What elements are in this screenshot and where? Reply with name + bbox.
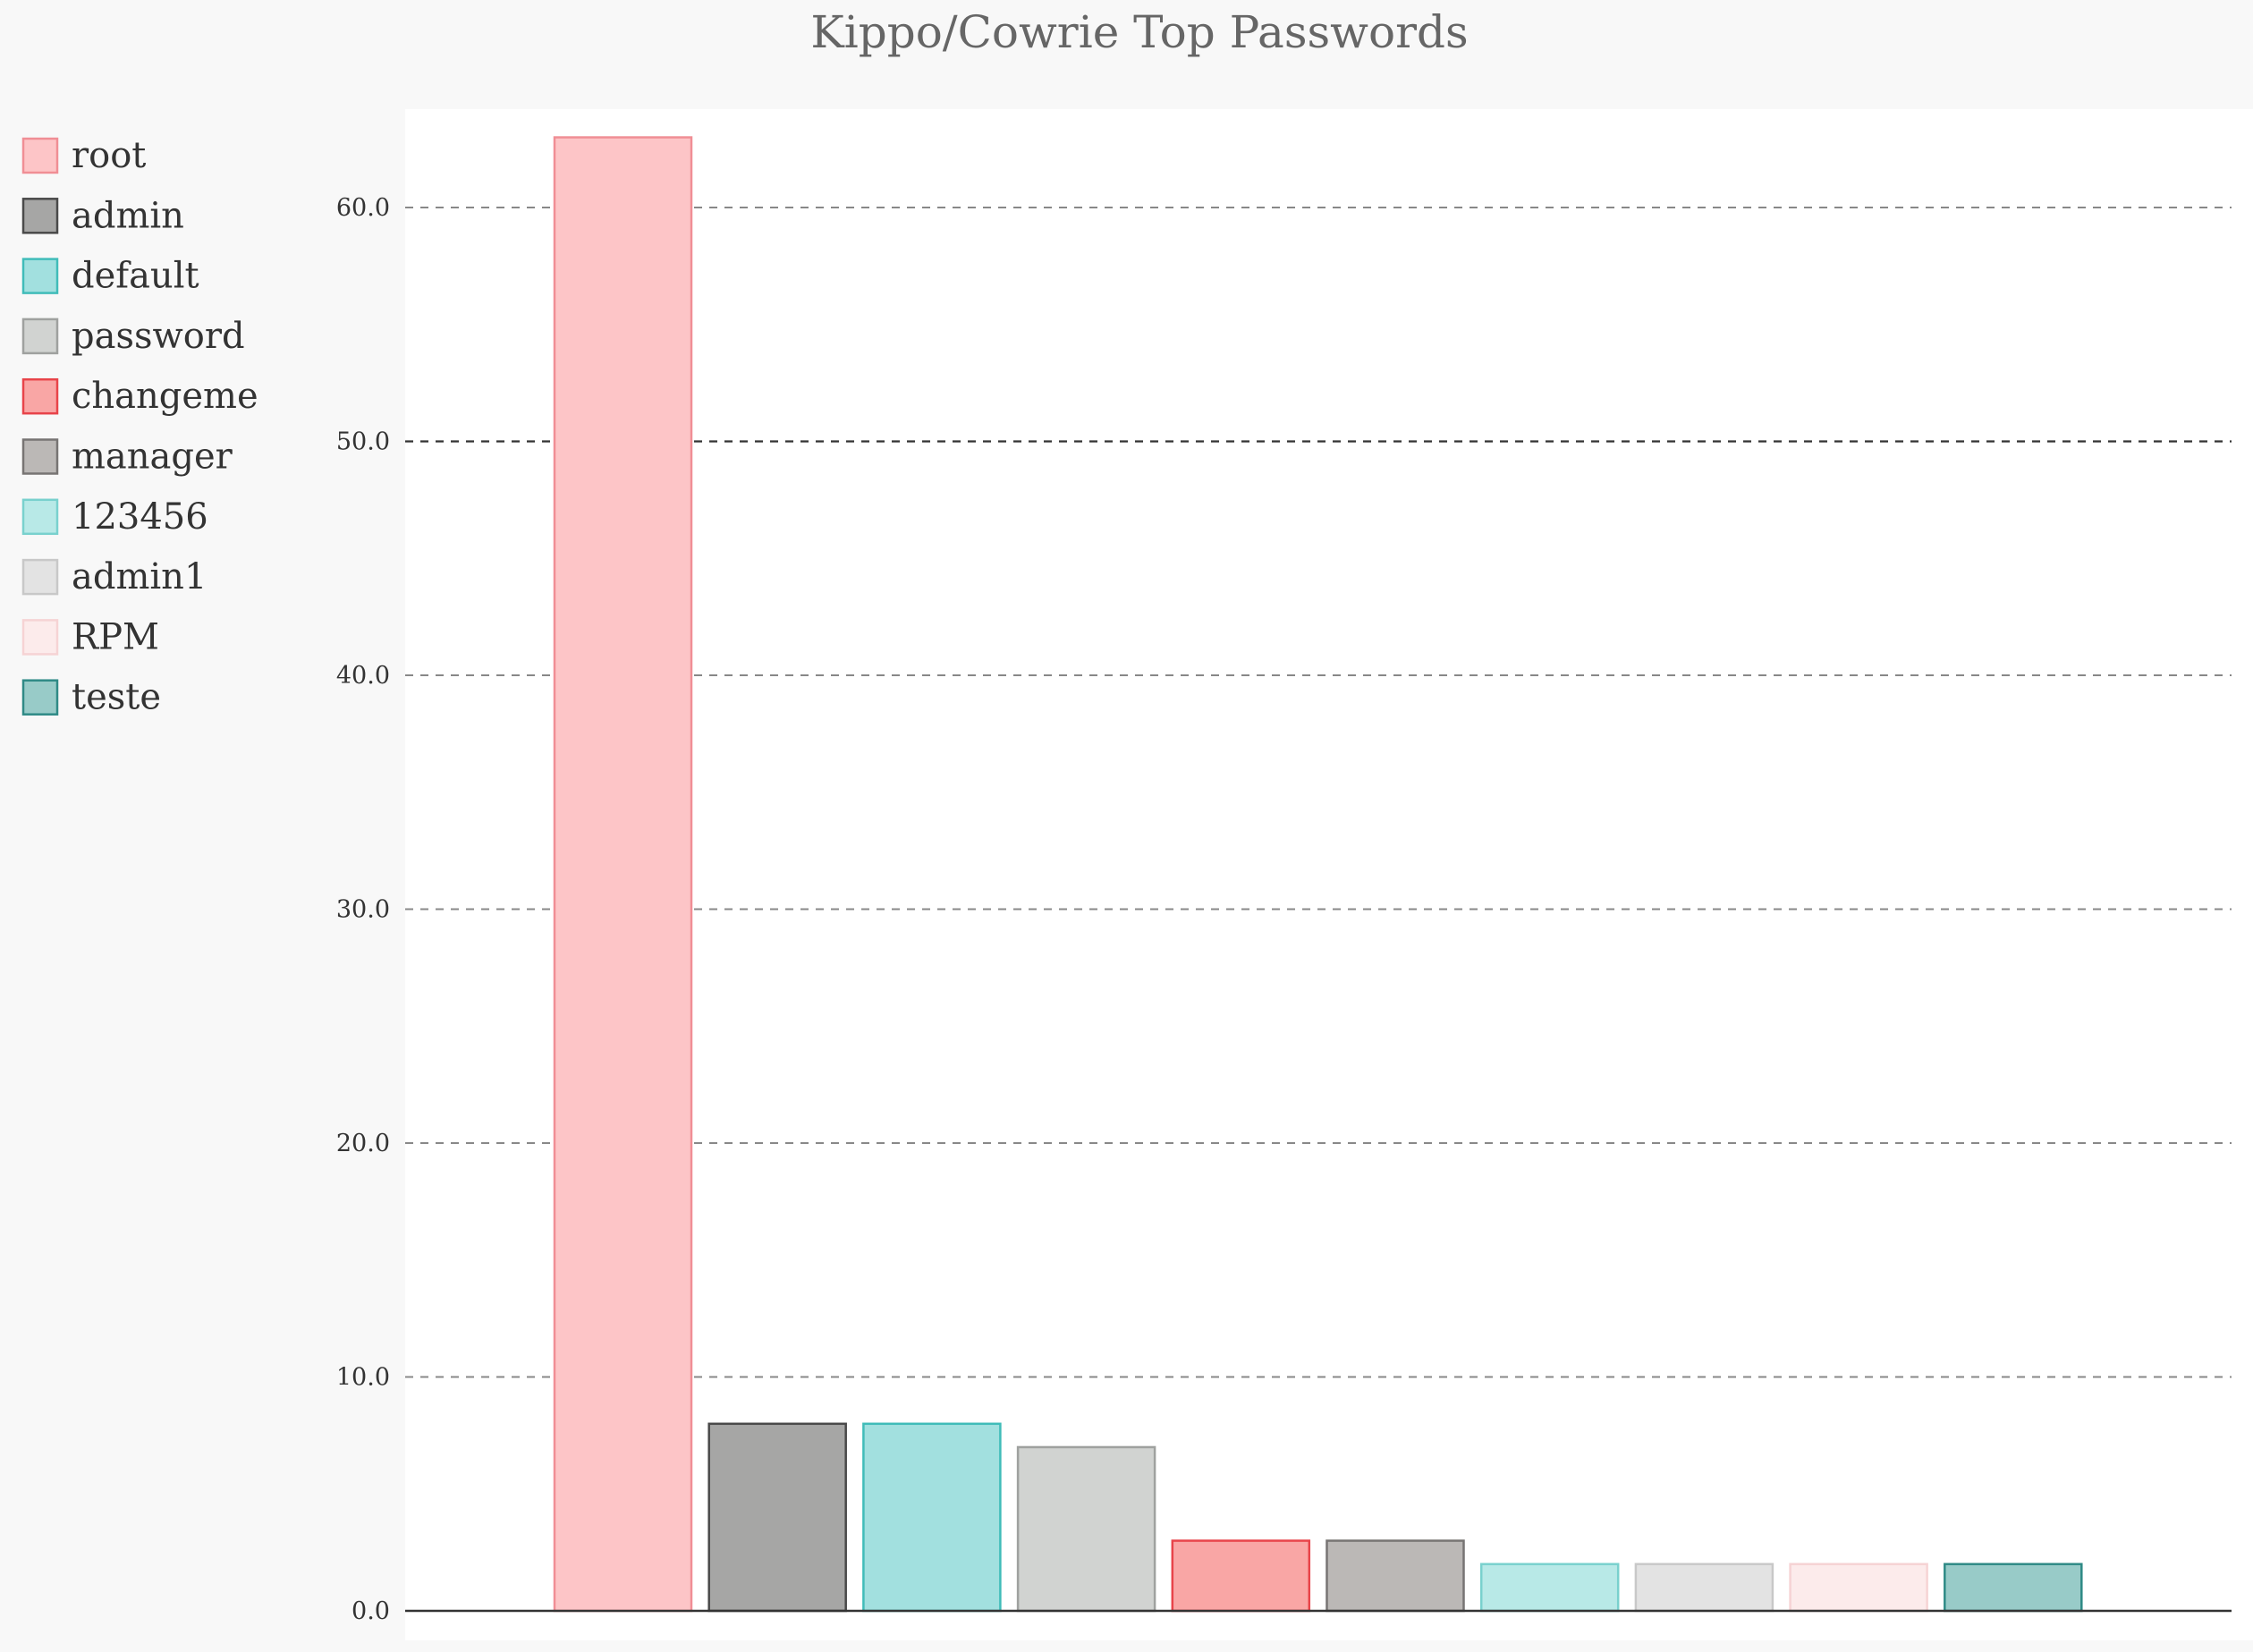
y-tick-label: 40.0 — [336, 662, 390, 690]
legend-label: RPM — [72, 616, 159, 657]
grid-lines — [405, 207, 2232, 1378]
legend-label: default — [72, 256, 199, 297]
bar-default[interactable] — [862, 1422, 1002, 1613]
legend-label: manager — [72, 436, 233, 478]
bar-admin[interactable] — [707, 1422, 847, 1613]
y-axis-ticks: 0.0 10.0 20.0 30.0 40.0 50.0 60.0 — [336, 194, 390, 1625]
bar-123456[interactable] — [1479, 1563, 1620, 1613]
legend-swatch — [21, 558, 59, 596]
bar-admin1[interactable] — [1634, 1563, 1774, 1613]
legend-label: admin1 — [72, 556, 207, 597]
legend-swatch — [21, 679, 59, 716]
legend-label: 123456 — [72, 496, 208, 538]
bars — [553, 136, 2083, 1613]
legend-item-manager[interactable]: manager — [21, 436, 233, 478]
bar-root[interactable] — [553, 136, 693, 1613]
legend-item-default[interactable]: default — [21, 256, 199, 297]
legend-item-password[interactable]: password — [21, 316, 245, 357]
legend-label: changeme — [72, 376, 258, 417]
y-tick-label: 50.0 — [336, 428, 390, 456]
legend-label: root — [72, 135, 146, 176]
y-tick-label: 0.0 — [352, 1597, 390, 1625]
legend-swatch — [21, 377, 59, 415]
legend[interactable]: root admin default password changeme manager 1… — [21, 135, 258, 718]
legend-label: teste — [72, 677, 161, 718]
legend-swatch — [21, 198, 59, 234]
legend-item-admin[interactable]: admin — [21, 195, 184, 236]
y-tick-label: 30.0 — [336, 896, 390, 924]
legend-item-teste[interactable]: teste — [21, 677, 161, 718]
legend-label: password — [72, 316, 245, 357]
legend-item-RPM[interactable]: RPM — [21, 616, 159, 657]
legend-label: admin — [72, 195, 184, 236]
y-tick-label: 10.0 — [336, 1364, 390, 1392]
plot-area — [405, 109, 2253, 1640]
legend-swatch — [21, 258, 59, 294]
legend-swatch — [21, 498, 59, 536]
y-tick-label: 60.0 — [336, 194, 390, 222]
legend-item-admin1[interactable]: admin1 — [21, 556, 207, 597]
legend-swatch — [21, 438, 59, 475]
chart-title: Kippo/Cowrie Top Passwords — [810, 6, 1468, 58]
bar-teste[interactable] — [1944, 1563, 2083, 1613]
bar-password[interactable] — [1016, 1445, 1156, 1613]
bar-RPM[interactable] — [1789, 1563, 1928, 1613]
legend-item-123456[interactable]: 123456 — [21, 496, 208, 538]
legend-swatch — [21, 318, 59, 355]
legend-item-changeme[interactable]: changeme — [21, 376, 258, 417]
legend-swatch — [21, 619, 59, 656]
bar-manager[interactable] — [1326, 1539, 1465, 1613]
legend-item-root[interactable]: root — [21, 135, 146, 176]
y-tick-label: 20.0 — [336, 1130, 390, 1157]
bar-changeme[interactable] — [1171, 1539, 1311, 1613]
legend-swatch — [21, 137, 59, 174]
